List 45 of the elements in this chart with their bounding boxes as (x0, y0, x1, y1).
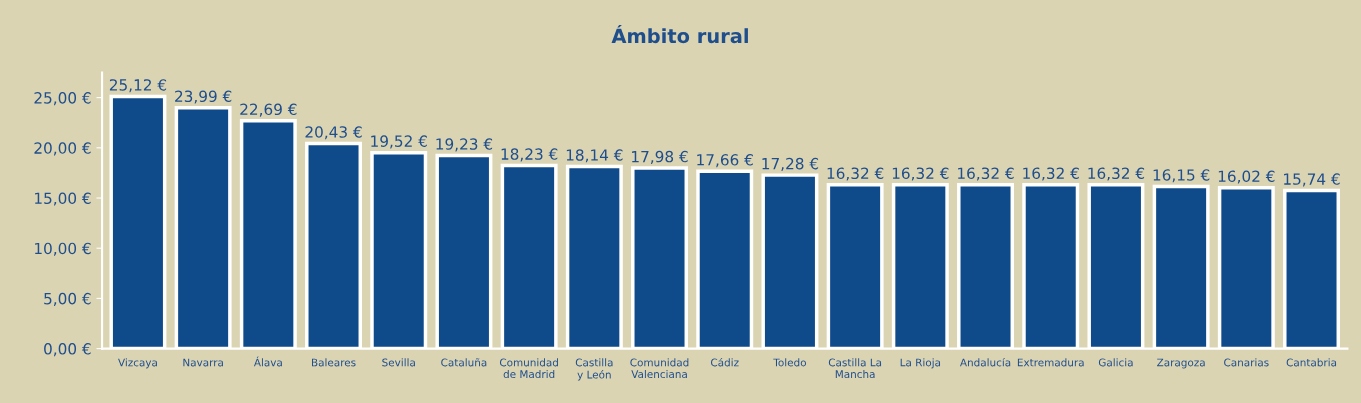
x-tick-label: Cádiz (711, 357, 739, 367)
data-label: 22,69 € (240, 103, 297, 117)
x-tick-label: La Rioja (900, 358, 941, 369)
data-label: 18,23 € (501, 148, 558, 162)
y-tick-label: 0,00 € (44, 343, 91, 357)
data-label: 20,43 € (305, 126, 362, 140)
data-label: 19,52 € (371, 135, 427, 149)
x-tick-label: Sevilla (382, 358, 415, 367)
data-label: 23,99 € (175, 90, 232, 104)
x-tick-label: Castilla La Mancha (828, 358, 882, 379)
y-tick-label: 5,00 € (44, 292, 91, 306)
x-tick-label: Andalucía (960, 357, 1011, 367)
data-label: 16,32 € (958, 167, 1014, 181)
x-tick-label: Comunidad Valenciana (630, 358, 689, 379)
x-tick-label: Canarias (1224, 358, 1269, 367)
data-label: 16,32 € (827, 167, 884, 181)
chart-title: Ámbito rural (611, 25, 748, 44)
y-tick-label: 25,00 € (34, 92, 91, 106)
x-tick-label: Comunidad de Madrid (499, 358, 558, 379)
data-label: 16,15 € (1153, 169, 1210, 183)
x-tick-label: Zaragoza (1157, 358, 1205, 369)
data-label: 16,02 € (1218, 170, 1275, 184)
data-label: 16,32 € (1088, 167, 1145, 181)
x-tick-label: Álava (253, 356, 282, 367)
data-label: 16,32 € (1023, 167, 1079, 181)
data-label: 18,14 € (566, 149, 623, 163)
x-tick-label: Toledo (773, 358, 806, 367)
x-tick-label: Baleares (312, 358, 356, 367)
data-label: 25,12 € (109, 79, 167, 93)
data-label: 17,98 € (632, 150, 688, 164)
data-label: 16,32 € (892, 167, 949, 181)
x-tick-label: Vizcaya (118, 358, 157, 369)
x-tick-label: Galicia (1098, 358, 1133, 367)
data-label: 17,66 € (697, 154, 753, 168)
x-tick-label: Extremadura (1017, 358, 1084, 367)
y-tick-label: 10,00 € (35, 242, 91, 256)
y-tick-label: 15,00 € (35, 192, 91, 206)
x-tick-label: Navarra (183, 358, 223, 367)
data-label: 15,74 € (1284, 173, 1340, 187)
y-tick-label: 20,00 € (34, 142, 91, 156)
x-tick-label: Castilla y León (575, 358, 613, 381)
data-label: 19,23 € (436, 138, 493, 152)
data-label: 17,28 € (762, 157, 819, 171)
x-tick-label: Cataluña (441, 358, 487, 367)
x-tick-label: Cantabria (1286, 358, 1337, 367)
